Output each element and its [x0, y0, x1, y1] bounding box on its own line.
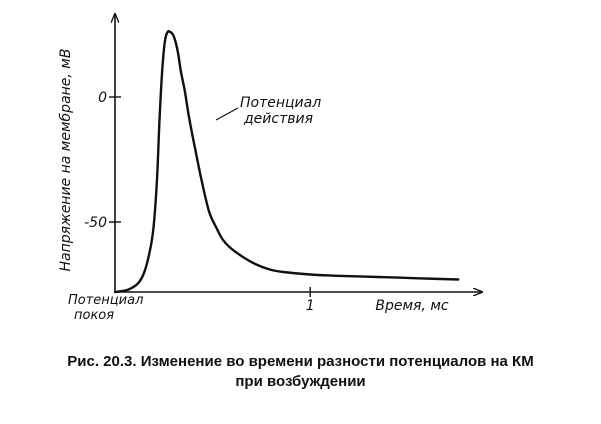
annotation-resting-potential: Потенциал покоя [68, 293, 148, 323]
y-tick-label: 0 [98, 90, 107, 106]
caption-line-2: при возбуждении [235, 373, 366, 390]
y-tick-label: -50 [84, 215, 107, 231]
figure-caption: Рис. 20.3. Изменение во времени разности… [0, 352, 601, 392]
x-tick-label: 1 [306, 298, 315, 314]
annotation-action-potential: Потенциал действия [240, 95, 326, 127]
y-axis-label: Напряжение на мембране, мВ [58, 49, 74, 272]
series-line-action-potential [113, 29, 460, 294]
annotation-pointer [215, 107, 239, 121]
x-axis-label: Время, мс [375, 298, 449, 314]
caption-line-1: Рис. 20.3. Изменение во времени разности… [67, 353, 534, 370]
